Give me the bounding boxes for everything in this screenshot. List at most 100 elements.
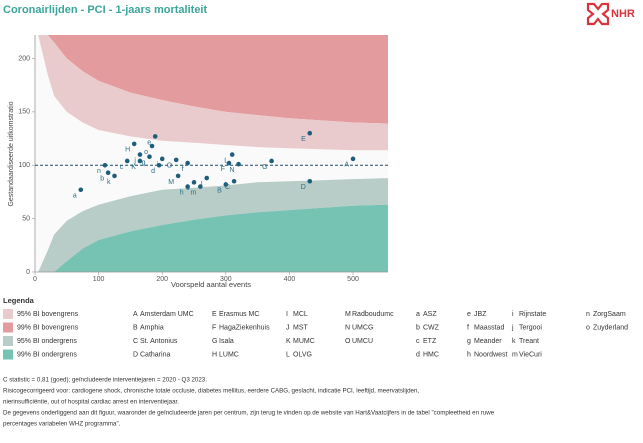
footnote: C statistic = 0,81 (goed); geïncludeerde… [3, 377, 207, 384]
point-label: d [151, 168, 155, 175]
legend-swatch [3, 336, 13, 346]
footnote: Risicogecorrigeerd voor: cardiogene shoc… [3, 388, 419, 395]
hospital-point [269, 158, 274, 164]
hospital-point [198, 184, 203, 189]
point-label: B [217, 187, 222, 194]
hospital-point [137, 158, 143, 164]
hospital-name: VieCuri [519, 351, 542, 358]
legend-label: 99% BI bovengrens [17, 324, 79, 331]
band-area [38, 35, 388, 124]
x-tick-label: 300 [220, 276, 232, 283]
point-label: G [262, 164, 267, 171]
x-tick-label: 500 [347, 276, 359, 283]
y-tick-label: 50 [22, 215, 30, 222]
hospital-name: OLVG [293, 351, 312, 358]
hospital-point [223, 182, 229, 187]
hospital-name: HagaZiekenhuis [219, 324, 270, 331]
hospital-point [226, 160, 232, 166]
hospital-name: Tergooi [519, 324, 542, 331]
point-label: K [131, 164, 136, 171]
hospital-name: Rijnstate [519, 311, 546, 318]
hospital-point [185, 184, 190, 189]
hospital-point [137, 152, 143, 157]
logo-icon [586, 2, 610, 26]
hospital-name: MCL [293, 311, 308, 318]
hospital-code: d [416, 351, 420, 358]
hospital-code: n [586, 311, 590, 318]
legend-label: 99% BI ondergrens [17, 351, 77, 358]
hospital-point [350, 156, 356, 162]
point-label: e [147, 139, 151, 146]
hospital-code: M [345, 311, 351, 318]
y-tick-label: 150 [18, 109, 30, 116]
point-label: L [224, 157, 228, 164]
band-area [38, 35, 388, 151]
hospital-code: O [345, 338, 351, 345]
hospital-point [307, 130, 313, 136]
hospital-code: A [133, 311, 138, 318]
hospital-name: Treant [519, 338, 539, 345]
hospital-code: o [586, 324, 590, 331]
hospital-point [105, 170, 111, 176]
hospital-point [173, 157, 179, 163]
hospital-point [152, 134, 158, 139]
hospital-code: h [467, 351, 471, 358]
footnote: De gegevens onderliggend aan dit figuur,… [3, 410, 495, 417]
hospital-point [102, 162, 108, 168]
hospital-name: Catharina [140, 351, 170, 358]
hospital-name: Radboudumc [352, 311, 394, 318]
hospital-name: Meander [474, 338, 502, 345]
band-area [38, 204, 388, 272]
hospital-name: MST [293, 324, 309, 331]
hospital-name: Maasstad [474, 324, 504, 331]
point-label: g [142, 160, 146, 167]
hospital-code: a [416, 311, 420, 318]
hospital-point [147, 154, 152, 160]
hospital-code: i [512, 311, 514, 318]
point-label: n [97, 168, 101, 175]
hospital-name: Noordwest [474, 351, 508, 358]
y-tick-label: 200 [18, 55, 30, 62]
legend-label: 95% BI ondergrens [17, 338, 77, 345]
hospital-point [159, 156, 165, 162]
legend-swatch [3, 322, 13, 333]
hospital-point [307, 178, 313, 184]
hospital-code: k [512, 338, 516, 345]
hospital-code: b [416, 324, 420, 331]
point-label: I [201, 181, 203, 188]
point-label: D [301, 184, 306, 191]
hospital-code: m [512, 351, 518, 358]
point-label: E [301, 136, 306, 143]
hospital-point [175, 173, 181, 179]
hospital-name: HMC [423, 351, 439, 358]
hospital-code: c [416, 338, 420, 345]
hospital-point [78, 187, 84, 193]
point-label: h [180, 189, 184, 196]
hospital-code: L [286, 351, 290, 358]
hospital-name: ZorgSaam [593, 311, 626, 318]
hospital-name: LUMC [219, 351, 239, 358]
point-label: a [73, 193, 77, 200]
hospital-point [231, 178, 237, 184]
x-tick-label: 400 [284, 276, 296, 283]
hospital-point [229, 152, 235, 157]
y-tick-label: 0 [26, 269, 30, 276]
hospital-point [124, 158, 130, 164]
hospital-code: D [133, 351, 138, 358]
legend-label: 95% BI bovengrens [17, 311, 79, 318]
point-label: m [191, 189, 197, 196]
hospital-code: C [133, 338, 138, 345]
hospital-name: Erasmus MC [219, 311, 259, 318]
hospital-point [185, 160, 190, 166]
hospital-name: ASZ [423, 311, 437, 318]
hospital-name: Zuyderland [593, 324, 628, 331]
hospital-point [191, 180, 197, 185]
legend-swatch [3, 349, 13, 360]
hospital-name: UMCG [352, 324, 373, 331]
x-tick-label: 200 [156, 276, 168, 283]
y-axis-label: Gestandaardiseerde uitkomstratio [8, 101, 15, 206]
x-tick-label: 100 [93, 276, 105, 283]
point-label: k [107, 179, 111, 186]
hospital-name: MUMC [293, 338, 315, 345]
